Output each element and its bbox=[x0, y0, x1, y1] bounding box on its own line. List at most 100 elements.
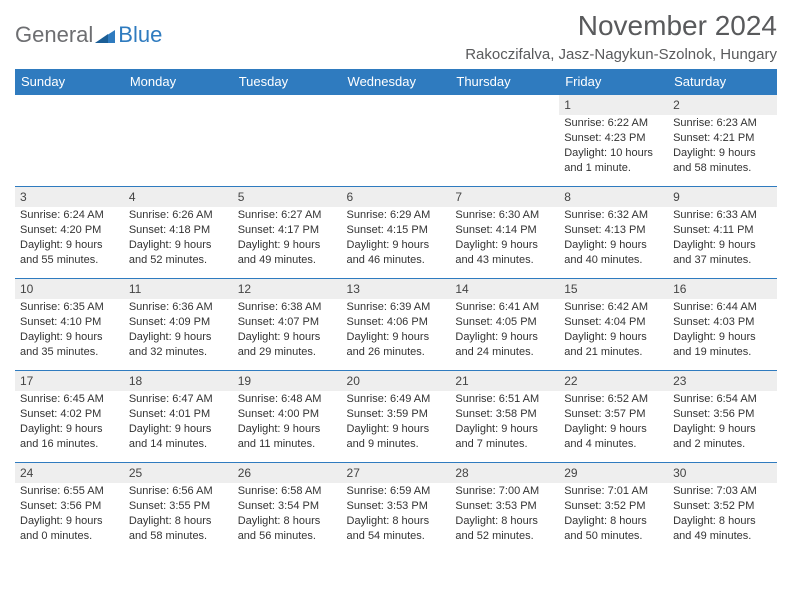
day-line-sr: Sunrise: 6:56 AM bbox=[129, 484, 228, 499]
day-line-ss: Sunset: 4:20 PM bbox=[20, 223, 119, 238]
day-content: Sunrise: 6:26 AMSunset: 4:18 PMDaylight:… bbox=[124, 207, 233, 271]
day-content: Sunrise: 7:01 AMSunset: 3:52 PMDaylight:… bbox=[559, 483, 668, 547]
day-line-d2: and 0 minutes. bbox=[20, 529, 119, 544]
day-number: 24 bbox=[15, 463, 124, 483]
day-line-d1: Daylight: 9 hours bbox=[673, 330, 772, 345]
day-line-sr: Sunrise: 6:52 AM bbox=[564, 392, 663, 407]
calendar-day-cell: 5Sunrise: 6:27 AMSunset: 4:17 PMDaylight… bbox=[233, 187, 342, 279]
day-number: 8 bbox=[559, 187, 668, 207]
calendar-day-cell: 24Sunrise: 6:55 AMSunset: 3:56 PMDayligh… bbox=[15, 463, 124, 555]
calendar-day-cell: 22Sunrise: 6:52 AMSunset: 3:57 PMDayligh… bbox=[559, 371, 668, 463]
day-line-d1: Daylight: 9 hours bbox=[673, 146, 772, 161]
calendar-day-cell: 4Sunrise: 6:26 AMSunset: 4:18 PMDaylight… bbox=[124, 187, 233, 279]
day-content bbox=[450, 115, 559, 120]
calendar-day-cell: 14Sunrise: 6:41 AMSunset: 4:05 PMDayligh… bbox=[450, 279, 559, 371]
day-content: Sunrise: 6:49 AMSunset: 3:59 PMDaylight:… bbox=[342, 391, 451, 455]
day-line-ss: Sunset: 3:59 PM bbox=[347, 407, 446, 422]
day-line-ss: Sunset: 4:00 PM bbox=[238, 407, 337, 422]
day-line-sr: Sunrise: 6:45 AM bbox=[20, 392, 119, 407]
calendar-day-cell: 23Sunrise: 6:54 AMSunset: 3:56 PMDayligh… bbox=[668, 371, 777, 463]
calendar-day-cell: 27Sunrise: 6:59 AMSunset: 3:53 PMDayligh… bbox=[342, 463, 451, 555]
day-number: 29 bbox=[559, 463, 668, 483]
logo-triangle-icon bbox=[95, 27, 115, 43]
day-number: 19 bbox=[233, 371, 342, 391]
day-content: Sunrise: 6:42 AMSunset: 4:04 PMDaylight:… bbox=[559, 299, 668, 363]
day-line-d2: and 24 minutes. bbox=[455, 345, 554, 360]
day-line-sr: Sunrise: 6:55 AM bbox=[20, 484, 119, 499]
day-line-d2: and 19 minutes. bbox=[673, 345, 772, 360]
day-line-sr: Sunrise: 7:01 AM bbox=[564, 484, 663, 499]
logo: General Blue bbox=[15, 22, 162, 48]
day-line-ss: Sunset: 3:52 PM bbox=[673, 499, 772, 514]
day-line-d1: Daylight: 9 hours bbox=[455, 330, 554, 345]
day-line-d2: and 49 minutes. bbox=[673, 529, 772, 544]
calendar-day-cell: 25Sunrise: 6:56 AMSunset: 3:55 PMDayligh… bbox=[124, 463, 233, 555]
day-content bbox=[124, 115, 233, 120]
location-label: Rakoczifalva, Jasz-Nagykun-Szolnok, Hung… bbox=[465, 46, 777, 63]
day-line-d1: Daylight: 8 hours bbox=[564, 514, 663, 529]
day-line-ss: Sunset: 4:05 PM bbox=[455, 315, 554, 330]
day-line-d2: and 49 minutes. bbox=[238, 253, 337, 268]
calendar-day-cell: 21Sunrise: 6:51 AMSunset: 3:58 PMDayligh… bbox=[450, 371, 559, 463]
logo-blue-text: Blue bbox=[118, 22, 162, 48]
column-header: Friday bbox=[559, 69, 668, 95]
day-content: Sunrise: 6:23 AMSunset: 4:21 PMDaylight:… bbox=[668, 115, 777, 179]
day-number: 23 bbox=[668, 371, 777, 391]
day-number: 2 bbox=[668, 95, 777, 115]
day-line-sr: Sunrise: 6:32 AM bbox=[564, 208, 663, 223]
calendar-day-cell: 20Sunrise: 6:49 AMSunset: 3:59 PMDayligh… bbox=[342, 371, 451, 463]
day-line-ss: Sunset: 4:21 PM bbox=[673, 131, 772, 146]
day-line-sr: Sunrise: 6:59 AM bbox=[347, 484, 446, 499]
day-content: Sunrise: 6:44 AMSunset: 4:03 PMDaylight:… bbox=[668, 299, 777, 363]
day-number: 12 bbox=[233, 279, 342, 299]
day-content: Sunrise: 6:54 AMSunset: 3:56 PMDaylight:… bbox=[668, 391, 777, 455]
calendar-day-cell: 26Sunrise: 6:58 AMSunset: 3:54 PMDayligh… bbox=[233, 463, 342, 555]
calendar-day-cell: 1Sunrise: 6:22 AMSunset: 4:23 PMDaylight… bbox=[559, 95, 668, 187]
day-line-d2: and 58 minutes. bbox=[129, 529, 228, 544]
day-content bbox=[233, 115, 342, 120]
calendar-day-cell: 29Sunrise: 7:01 AMSunset: 3:52 PMDayligh… bbox=[559, 463, 668, 555]
day-number: 1 bbox=[559, 95, 668, 115]
day-line-d2: and 4 minutes. bbox=[564, 437, 663, 452]
day-line-d1: Daylight: 9 hours bbox=[455, 238, 554, 253]
calendar-day-cell: 9Sunrise: 6:33 AMSunset: 4:11 PMDaylight… bbox=[668, 187, 777, 279]
calendar-day-cell bbox=[15, 95, 124, 187]
column-header: Thursday bbox=[450, 69, 559, 95]
day-line-ss: Sunset: 3:53 PM bbox=[455, 499, 554, 514]
column-header: Tuesday bbox=[233, 69, 342, 95]
day-line-d2: and 58 minutes. bbox=[673, 161, 772, 176]
day-line-sr: Sunrise: 6:39 AM bbox=[347, 300, 446, 315]
day-line-d2: and 55 minutes. bbox=[20, 253, 119, 268]
day-line-d1: Daylight: 9 hours bbox=[20, 330, 119, 345]
calendar-page: General Blue November 2024 Rakoczifalva,… bbox=[0, 0, 792, 612]
day-content: Sunrise: 7:00 AMSunset: 3:53 PMDaylight:… bbox=[450, 483, 559, 547]
day-line-d1: Daylight: 10 hours bbox=[564, 146, 663, 161]
day-line-sr: Sunrise: 6:35 AM bbox=[20, 300, 119, 315]
day-line-ss: Sunset: 4:15 PM bbox=[347, 223, 446, 238]
day-line-d1: Daylight: 9 hours bbox=[129, 330, 228, 345]
day-number: 16 bbox=[668, 279, 777, 299]
title-block: November 2024 Rakoczifalva, Jasz-Nagykun… bbox=[465, 10, 777, 63]
day-content: Sunrise: 6:29 AMSunset: 4:15 PMDaylight:… bbox=[342, 207, 451, 271]
day-line-d1: Daylight: 9 hours bbox=[673, 238, 772, 253]
day-number: 4 bbox=[124, 187, 233, 207]
day-line-ss: Sunset: 4:14 PM bbox=[455, 223, 554, 238]
day-line-sr: Sunrise: 6:24 AM bbox=[20, 208, 119, 223]
calendar-day-cell: 6Sunrise: 6:29 AMSunset: 4:15 PMDaylight… bbox=[342, 187, 451, 279]
calendar-day-cell bbox=[124, 95, 233, 187]
day-line-sr: Sunrise: 6:30 AM bbox=[455, 208, 554, 223]
day-number: 10 bbox=[15, 279, 124, 299]
day-line-sr: Sunrise: 6:23 AM bbox=[673, 116, 772, 131]
day-line-ss: Sunset: 3:56 PM bbox=[20, 499, 119, 514]
day-line-ss: Sunset: 4:02 PM bbox=[20, 407, 119, 422]
calendar-week-row: 24Sunrise: 6:55 AMSunset: 3:56 PM Dayligh… bbox=[15, 463, 777, 555]
day-content: Sunrise: 6:56 AMSunset: 3:55 PMDaylight:… bbox=[124, 483, 233, 547]
day-line-d2: and 7 minutes. bbox=[455, 437, 554, 452]
day-line-d1: Daylight: 9 hours bbox=[129, 238, 228, 253]
day-line-sr: Sunrise: 6:41 AM bbox=[455, 300, 554, 315]
day-content: Sunrise: 6:51 AMSunset: 3:58 PMDaylight:… bbox=[450, 391, 559, 455]
day-content: Sunrise: 6:45 AMSunset: 4:02 PMDaylight:… bbox=[15, 391, 124, 455]
day-content: Sunrise: 6:52 AMSunset: 3:57 PMDaylight:… bbox=[559, 391, 668, 455]
day-number: 14 bbox=[450, 279, 559, 299]
day-line-d2: and 50 minutes. bbox=[564, 529, 663, 544]
